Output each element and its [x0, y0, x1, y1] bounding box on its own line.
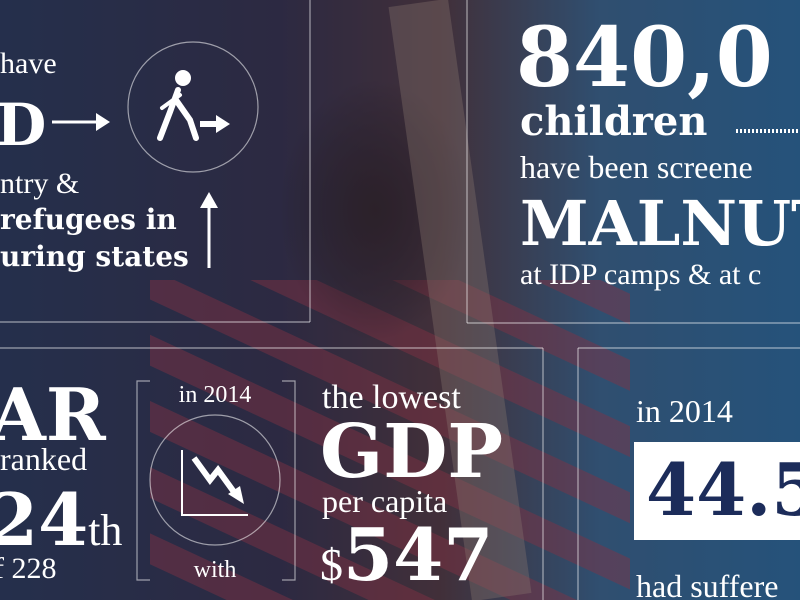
- text: have: [0, 47, 57, 80]
- text: ranked: [0, 441, 87, 477]
- rank: 24th: [0, 477, 122, 562]
- big-number: 44.5: [646, 447, 800, 532]
- currency: $: [320, 539, 343, 590]
- text: in 2014: [179, 382, 252, 408]
- text: children: [520, 98, 707, 145]
- decline-chart-icon: [181, 450, 248, 516]
- rank-number: 24: [0, 477, 88, 562]
- text: GDP: [320, 409, 503, 495]
- text: at IDP camps & at c: [520, 258, 761, 291]
- photo-subject: [280, 80, 470, 340]
- text: have been screene: [520, 149, 753, 185]
- pole: [388, 0, 532, 600]
- bracket: [282, 380, 296, 581]
- text: MALNUT: [520, 187, 800, 260]
- text: per capita: [322, 483, 447, 519]
- text: AR: [0, 372, 107, 457]
- text: f 228: [0, 552, 57, 585]
- arrow-up: [200, 192, 218, 268]
- rank-suffix: th: [88, 506, 122, 555]
- bracket: [136, 380, 150, 581]
- text: in 2014: [636, 393, 733, 429]
- text: the lowest: [322, 379, 461, 416]
- text: D: [0, 91, 46, 159]
- text: had suffere: [636, 568, 778, 600]
- arrow-right: [52, 113, 110, 131]
- amount: 547: [343, 512, 493, 597]
- text: ntry &: [0, 167, 79, 200]
- walker-icon: [157, 70, 230, 141]
- icon-circle: [149, 414, 281, 546]
- highlight-box: [634, 442, 800, 540]
- text: uring states: [0, 240, 189, 273]
- text: with: [194, 557, 237, 583]
- gdp-value: $547: [320, 512, 493, 597]
- icon-circle: [127, 41, 259, 173]
- big-number: 840,0: [516, 10, 773, 106]
- text: refugees in: [0, 203, 177, 236]
